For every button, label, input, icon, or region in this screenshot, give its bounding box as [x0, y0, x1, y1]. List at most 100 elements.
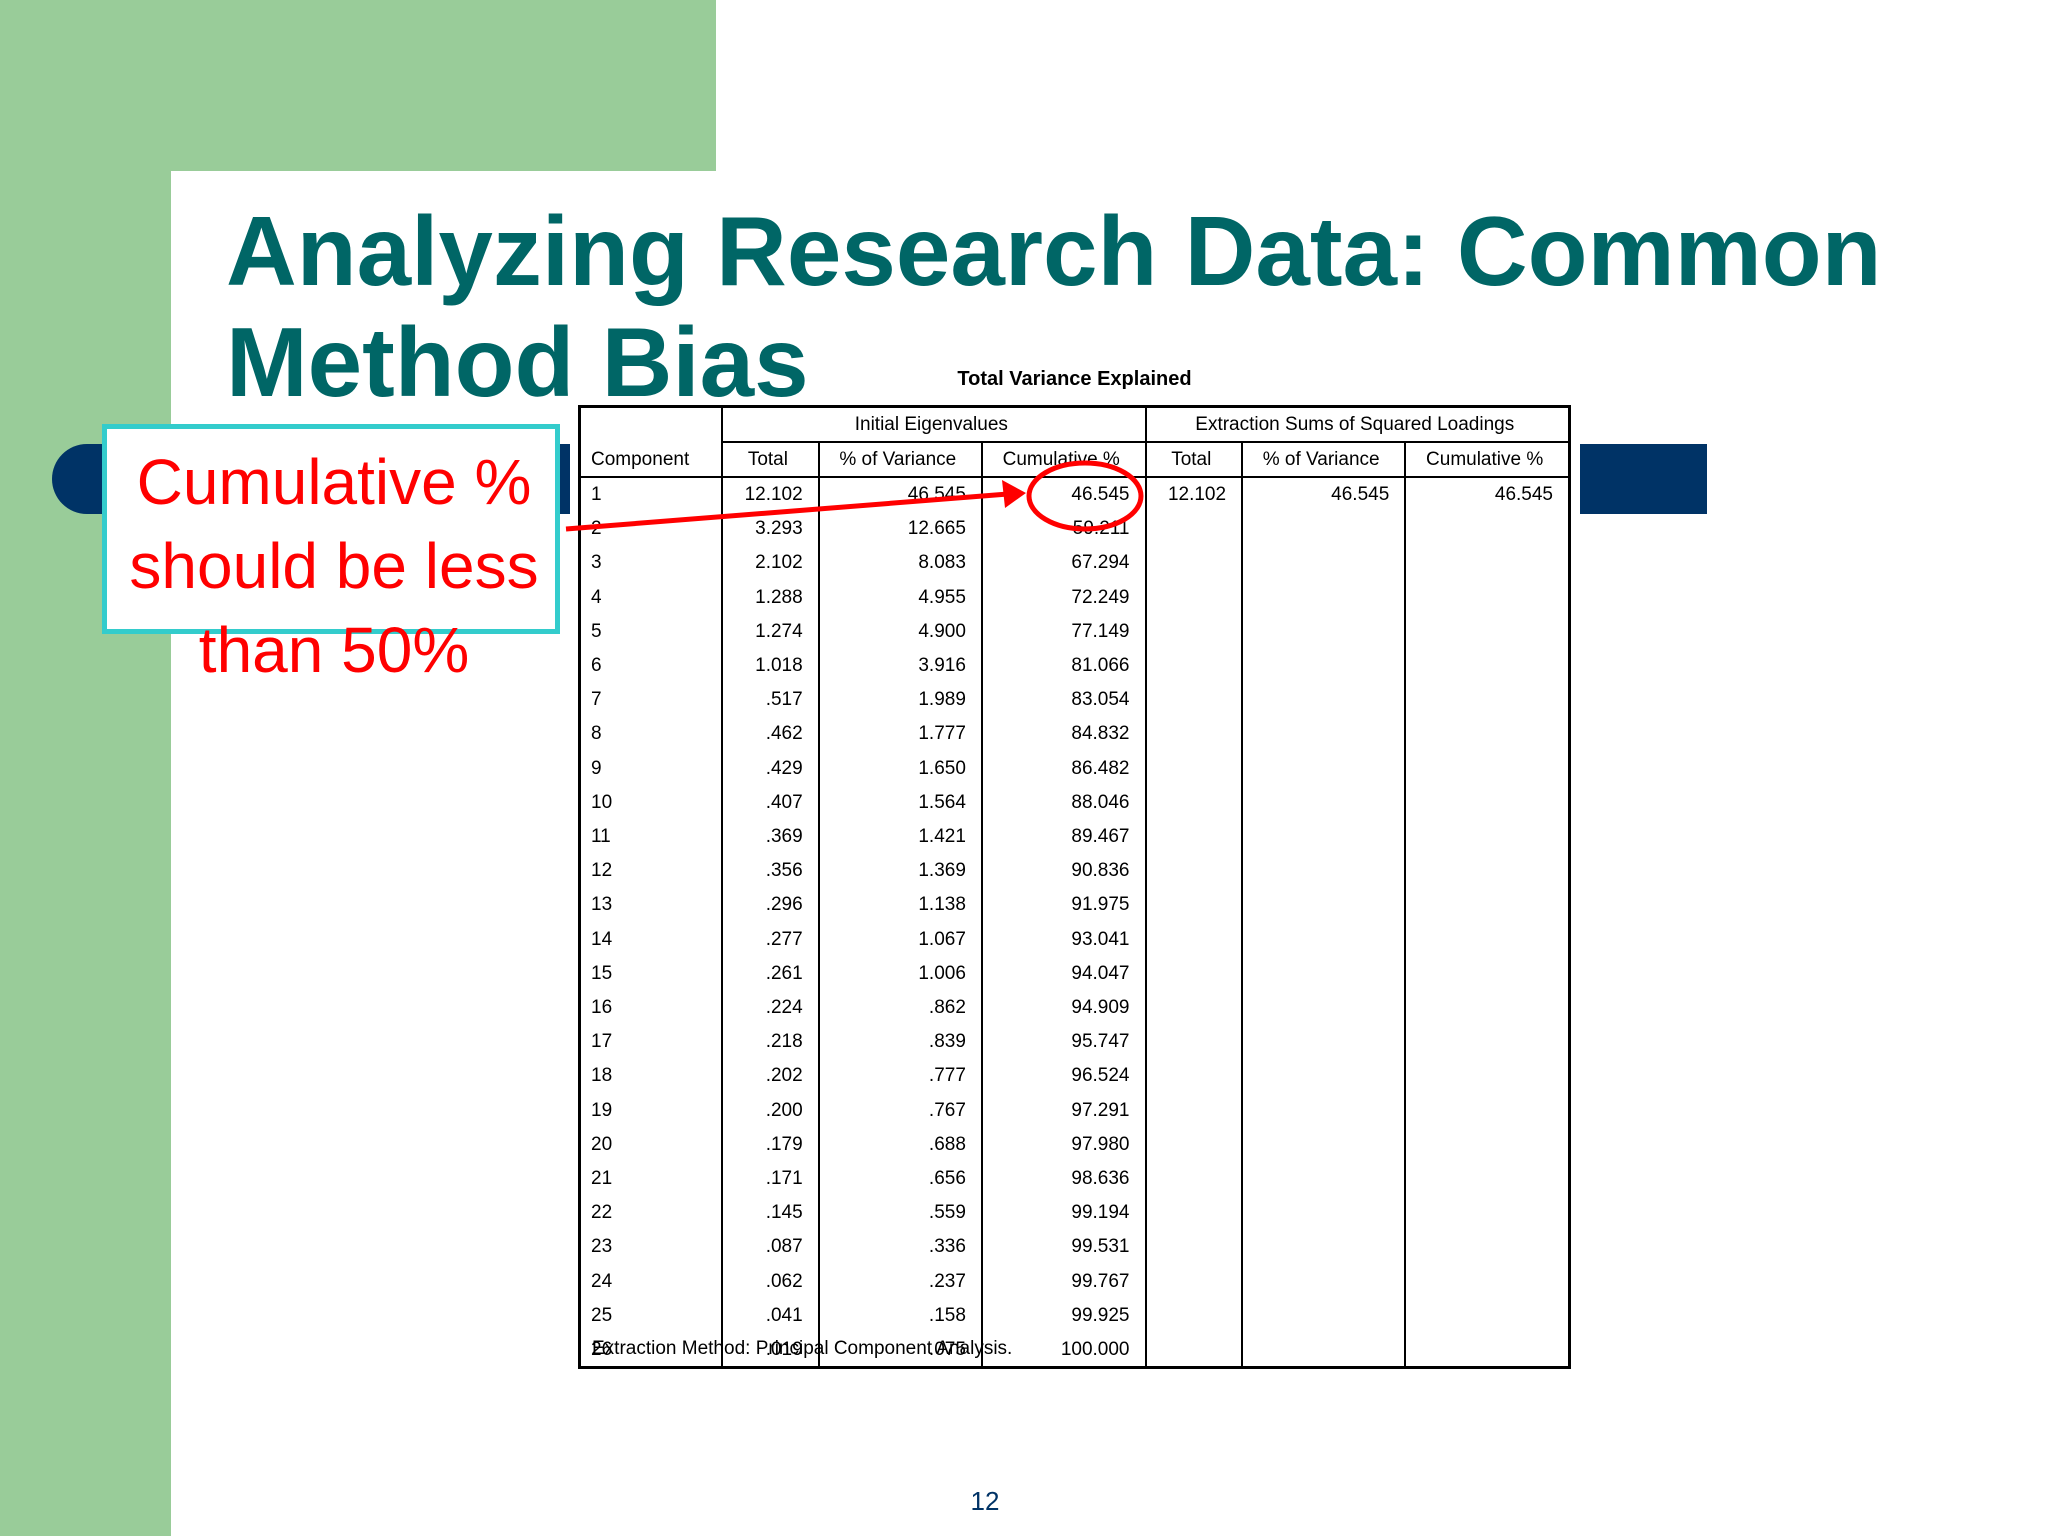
table-cell: .407 — [721, 784, 820, 820]
table-cell: .369 — [721, 819, 820, 854]
table-cell — [1241, 682, 1407, 717]
component-cell: 24 — [578, 1263, 724, 1299]
table-cell: 77.149 — [980, 613, 1147, 649]
table-cell: .171 — [721, 1161, 820, 1196]
table-cell — [1241, 955, 1407, 991]
table-cell: 67.294 — [980, 545, 1147, 581]
table-cell — [1144, 1297, 1244, 1333]
component-cell: 20 — [578, 1126, 724, 1162]
table-row: 6 1.018 3.916 81.066 — [578, 648, 1571, 683]
table-cell: 94.047 — [980, 955, 1147, 991]
table-cell: .019 — [721, 1332, 820, 1368]
table-cell — [1241, 1332, 1407, 1368]
table-cell: .862 — [817, 990, 983, 1025]
table-cell: 94.909 — [980, 990, 1147, 1025]
component-cell: 3 — [578, 545, 724, 581]
table-cell — [1241, 1126, 1407, 1162]
table-cell — [1144, 1058, 1244, 1094]
column-header: Total — [721, 442, 820, 478]
table-cell — [1241, 819, 1407, 854]
component-cell: 25 — [578, 1297, 724, 1333]
table-row: 15.261 1.006 94.047 — [578, 955, 1571, 991]
table-footnote: Extraction Method: Principal Component A… — [592, 1338, 1013, 1359]
component-cell: 12 — [578, 853, 724, 888]
table-cell: .075 — [817, 1332, 983, 1368]
table-cell — [1404, 648, 1571, 683]
column-header: Cumulative % — [980, 442, 1147, 478]
table-row: 24.062.237 99.767 — [578, 1263, 1571, 1299]
table-cell — [1241, 545, 1407, 581]
table-cell: .202 — [721, 1058, 820, 1094]
table-body: 1 12.102 46.545 46.545 12.102 46.545 46.545 2 3.… — [578, 477, 1571, 1368]
table-cell — [1404, 1161, 1571, 1196]
table-cell: .277 — [721, 921, 820, 957]
table-cell — [1241, 784, 1407, 820]
component-cell: 5 — [578, 613, 724, 649]
table-cell — [1144, 1195, 1244, 1230]
table-cell: 1.564 — [817, 784, 983, 820]
table-cell: 4.900 — [817, 613, 983, 649]
table-cell — [1404, 1332, 1571, 1368]
table-cell: 1.018 — [721, 648, 820, 683]
table-cell: 100.000 — [980, 1332, 1147, 1368]
table-cell: 4.955 — [817, 579, 983, 615]
table-cell — [1144, 511, 1244, 546]
table-cell: .062 — [721, 1263, 820, 1299]
table-row: 19.200.767 97.291 — [578, 1092, 1571, 1128]
callout-text: Cumulative % should be less than 50% — [129, 446, 539, 686]
table-cell: .429 — [721, 750, 820, 786]
table-cell: 46.545 — [980, 477, 1147, 512]
table-cell — [1144, 1161, 1244, 1196]
table-row: 23.087.336 99.531 — [578, 1229, 1571, 1265]
table-cell — [1241, 511, 1407, 546]
table-row: 3 2.102 8.083 67.294 — [578, 545, 1571, 581]
table-cell: 99.194 — [980, 1195, 1147, 1230]
table-cell: .767 — [817, 1092, 983, 1128]
table-cell — [1144, 955, 1244, 991]
table-cell — [1404, 1263, 1571, 1299]
table-cell — [1404, 1058, 1571, 1094]
table-cell — [1404, 853, 1571, 888]
table-cell — [1404, 545, 1571, 581]
table-cell — [1144, 648, 1244, 683]
table-cell: 1.369 — [817, 853, 983, 888]
table-cell — [1404, 1092, 1571, 1128]
table-row: 8.462 1.777 84.832 — [578, 716, 1571, 752]
total-variance-table: Component Initial Eigenvalues Extraction… — [578, 405, 1571, 1370]
table-cell — [1404, 921, 1571, 957]
table-cell — [1144, 682, 1244, 717]
table-cell — [1144, 716, 1244, 752]
table-row: 25.041.158 99.925 — [578, 1297, 1571, 1333]
extraction-loadings-header: Extraction Sums of Squared Loadings — [1144, 406, 1571, 443]
table-cell — [1144, 545, 1244, 581]
table-cell: 86.482 — [980, 750, 1147, 786]
table-cell — [1404, 1297, 1571, 1333]
slide-title: Analyzing Research Data: Common Method B… — [226, 196, 1882, 417]
table-cell: 1.288 — [721, 579, 820, 615]
component-cell: 17 — [578, 1024, 724, 1059]
component-cell: 14 — [578, 921, 724, 957]
table-cell — [1241, 1297, 1407, 1333]
table-cell: 12.102 — [721, 477, 820, 512]
callout-box — [102, 424, 560, 634]
component-cell: 4 — [578, 579, 724, 615]
table-cell — [1404, 613, 1571, 649]
table-row: 7.517 1.989 83.054 — [578, 682, 1571, 717]
component-header: Component — [578, 406, 724, 478]
component-cell: 13 — [578, 887, 724, 923]
table-cell: .777 — [817, 1058, 983, 1094]
column-header: % of Variance — [817, 442, 983, 478]
table-cell: .839 — [817, 1024, 983, 1059]
table-cell: 46.545 — [817, 477, 983, 512]
table-cell — [1144, 990, 1244, 1025]
table-cell: 1.274 — [721, 613, 820, 649]
component-cell: 7 — [578, 682, 724, 717]
table-cell: 97.980 — [980, 1126, 1147, 1162]
table-cell: .261 — [721, 955, 820, 991]
table-cell: 12.665 — [817, 511, 983, 546]
table-column-header-row: Total % of Variance Cumulative % Total %… — [580, 442, 1571, 478]
table-cell: .237 — [817, 1263, 983, 1299]
table-row: 12.356 1.369 90.836 — [578, 853, 1571, 888]
table-cell — [1404, 887, 1571, 923]
component-cell: 16 — [578, 990, 724, 1025]
